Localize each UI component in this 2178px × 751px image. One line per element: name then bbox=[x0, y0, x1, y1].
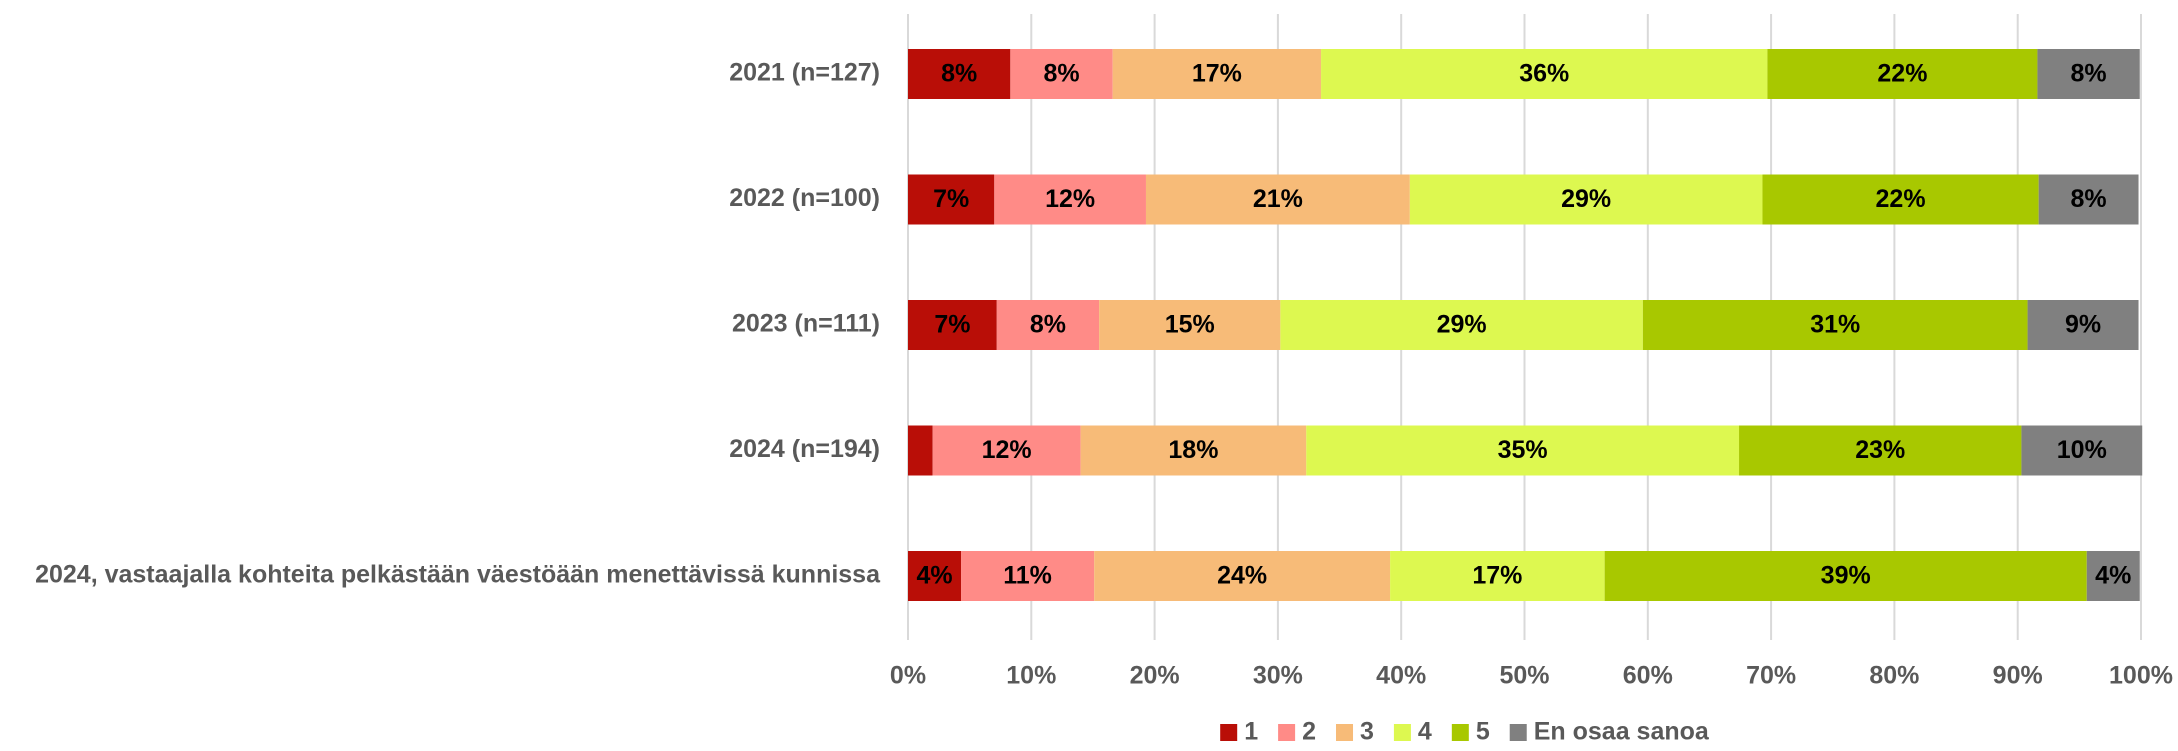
value-label: 10% bbox=[2057, 436, 2107, 464]
legend-swatch bbox=[1336, 724, 1354, 741]
value-label: 17% bbox=[1192, 60, 1242, 88]
bar-segment bbox=[1080, 425, 1307, 476]
value-label: 4% bbox=[2095, 562, 2131, 590]
value-label: 23% bbox=[1855, 436, 1905, 464]
value-label: 22% bbox=[1876, 185, 1926, 213]
value-label: 8% bbox=[2071, 60, 2107, 88]
value-label: 22% bbox=[1877, 60, 1927, 88]
bar-segment bbox=[1306, 425, 1740, 476]
bar-segment bbox=[1010, 49, 1113, 99]
x-tick-label: 10% bbox=[1006, 662, 1056, 690]
value-label: 35% bbox=[1498, 436, 1548, 464]
value-label: 12% bbox=[982, 436, 1032, 464]
bar-segment bbox=[1390, 551, 1605, 601]
x-tick-label: 60% bbox=[1623, 662, 1673, 690]
value-label: 15% bbox=[1165, 311, 1215, 339]
x-tick-label: 50% bbox=[1499, 662, 1549, 690]
legend-label: 3 bbox=[1360, 718, 1374, 746]
value-label: 17% bbox=[1472, 562, 1522, 590]
legend-swatch bbox=[1509, 724, 1527, 741]
value-label: 24% bbox=[1217, 562, 1267, 590]
x-tick-label: 40% bbox=[1376, 662, 1426, 690]
bar-segment bbox=[932, 425, 1081, 476]
bar-segment bbox=[1145, 174, 1410, 225]
category-label: 2024 (n=194) bbox=[729, 435, 880, 463]
legend-label: 4 bbox=[1418, 718, 1432, 746]
bar-segment bbox=[2038, 174, 2139, 225]
value-label: 8% bbox=[941, 60, 977, 88]
value-label: 29% bbox=[1437, 311, 1487, 339]
bar-segment bbox=[1112, 49, 1322, 99]
value-label: 11% bbox=[1003, 562, 1052, 590]
value-label: 8% bbox=[2071, 185, 2107, 213]
value-label: 21% bbox=[1253, 185, 1303, 213]
legend-swatch bbox=[1393, 724, 1411, 741]
bar-segment bbox=[1409, 174, 1763, 225]
legend-label: En osaa sanoa bbox=[1534, 718, 1710, 746]
x-tick-label: 80% bbox=[1869, 662, 1919, 690]
category-label: 2022 (n=100) bbox=[729, 184, 880, 212]
bar-segment bbox=[996, 300, 1100, 350]
value-label: 7% bbox=[934, 311, 970, 339]
bar-segment bbox=[1094, 551, 1391, 601]
value-label: 8% bbox=[1030, 311, 1066, 339]
value-label: 39% bbox=[1821, 562, 1871, 590]
bar-segment bbox=[1099, 300, 1281, 350]
bar-segment bbox=[1604, 551, 2087, 601]
x-tick-label: 90% bbox=[1993, 662, 2043, 690]
bar-segment bbox=[1280, 300, 1643, 350]
value-label: 8% bbox=[1043, 60, 1079, 88]
value-label: 31% bbox=[1810, 311, 1860, 339]
bar-segment bbox=[908, 49, 1011, 99]
bar-segment bbox=[2021, 425, 2143, 476]
legend-swatch bbox=[1278, 724, 1296, 741]
legend-label: 1 bbox=[1244, 718, 1258, 746]
legend-swatch bbox=[1451, 724, 1469, 741]
bar-segment bbox=[908, 425, 933, 476]
bar-segment bbox=[1767, 49, 2038, 99]
bar-segment bbox=[908, 300, 997, 350]
x-tick-label: 100% bbox=[2109, 662, 2173, 690]
x-tick-label: 70% bbox=[1746, 662, 1796, 690]
legend-label: 2 bbox=[1302, 718, 1316, 746]
value-label: 12% bbox=[1045, 185, 1095, 213]
legend-swatch bbox=[1220, 724, 1238, 741]
x-tick-label: 20% bbox=[1130, 662, 1180, 690]
bar-segment bbox=[1321, 49, 1768, 99]
category-label: 2023 (n=111) bbox=[732, 310, 880, 338]
bar-segment bbox=[961, 551, 1095, 601]
value-label: 4% bbox=[916, 562, 952, 590]
bar-segment bbox=[2027, 300, 2139, 350]
legend-label: 5 bbox=[1476, 718, 1490, 746]
value-label: 7% bbox=[933, 185, 969, 213]
value-label: 36% bbox=[1519, 60, 1569, 88]
category-label: 2024, vastaajalla kohteita pelkästään vä… bbox=[35, 561, 881, 589]
bar-segment bbox=[908, 174, 995, 225]
bar-segment bbox=[1739, 425, 2022, 476]
bar-segment bbox=[1762, 174, 2039, 225]
value-label: 18% bbox=[1168, 436, 1218, 464]
x-tick-label: 30% bbox=[1253, 662, 1303, 690]
x-tick-label: 0% bbox=[890, 662, 926, 690]
category-label: 2021 (n=127) bbox=[729, 59, 880, 87]
value-label: 9% bbox=[2065, 311, 2101, 339]
bar-segment bbox=[994, 174, 1146, 225]
value-label: 29% bbox=[1561, 185, 1611, 213]
bar-segment bbox=[2086, 551, 2140, 601]
bar-segment bbox=[908, 551, 962, 601]
bar-segment bbox=[2037, 49, 2140, 99]
bar-segment bbox=[1642, 300, 2028, 350]
